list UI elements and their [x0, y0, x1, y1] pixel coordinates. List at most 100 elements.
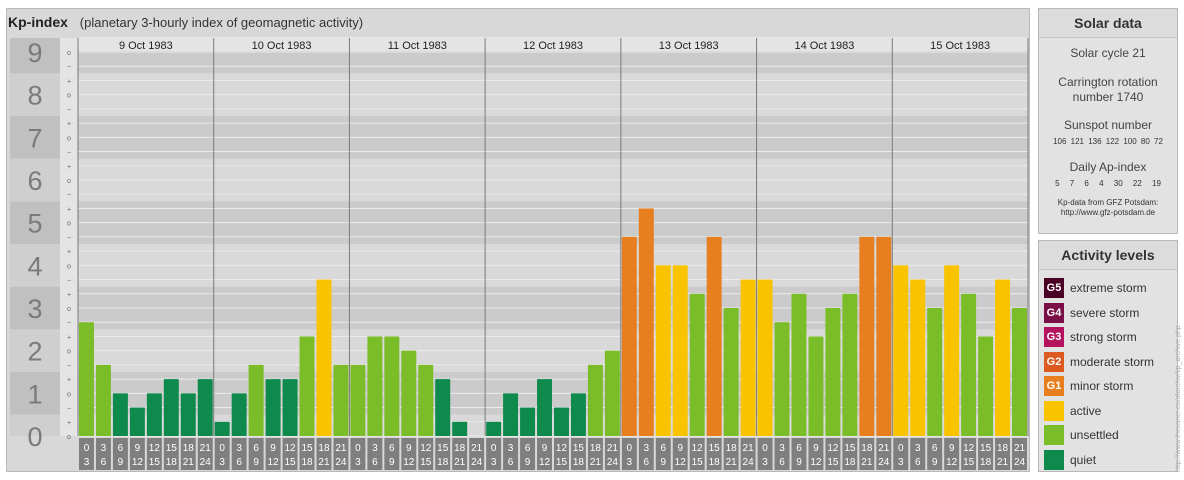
- kp-axis-label: 4: [27, 251, 42, 281]
- kp-bar: [893, 265, 909, 436]
- hour-start-label: 9: [270, 443, 276, 454]
- kp-sub-mark: +: [67, 249, 71, 256]
- kp-axis-label: 2: [27, 337, 42, 367]
- hour-cell: [944, 438, 960, 470]
- kp-label-band: [10, 158, 60, 202]
- activity-level-item: G5 extreme storm: [1039, 276, 1177, 301]
- kp-sub-mark: −: [67, 107, 71, 114]
- kp-bar: [740, 279, 756, 436]
- hour-cell: [299, 438, 315, 470]
- level-label: quiet: [1070, 452, 1097, 467]
- hour-start-label: 21: [471, 443, 483, 454]
- kp-bar: [231, 393, 247, 436]
- hour-end-label: 18: [166, 457, 178, 468]
- hour-cell: [638, 438, 654, 470]
- hour-start-label: 0: [762, 443, 768, 454]
- kp-sub-mark: −: [67, 192, 71, 199]
- hour-start-label: 9: [135, 443, 141, 454]
- hour-cell: [367, 438, 383, 470]
- hour-start-label: 15: [844, 443, 856, 454]
- level-swatch: G4: [1044, 302, 1064, 323]
- kp-bar: [214, 421, 230, 436]
- hour-cell: [146, 438, 162, 470]
- kp-sub-mark: −: [67, 235, 71, 242]
- hour-start-label: 12: [963, 443, 975, 454]
- kp-sub-mark: o: [67, 434, 71, 441]
- hour-start-label: 9: [406, 443, 412, 454]
- kp-bar: [452, 421, 468, 436]
- date-header-cell: [892, 38, 1028, 51]
- hour-start-label: 15: [573, 443, 585, 454]
- kp-bar: [808, 336, 824, 436]
- hour-end-label: 12: [810, 457, 822, 468]
- solar-cycle: Solar cycle 21: [1070, 46, 1146, 60]
- hour-cell: [978, 438, 994, 470]
- kp-sub-mark: o: [67, 349, 71, 356]
- hour-cell: [554, 438, 569, 470]
- hour-start-label: 15: [437, 443, 449, 454]
- ap-index-values: 5 7 6 4 30 22 19: [1055, 179, 1161, 188]
- activity-levels-heading: Activity levels: [1039, 241, 1177, 270]
- hour-start-label: 9: [677, 443, 683, 454]
- hour-start-label: 21: [607, 443, 619, 454]
- hour-end-label: 18: [301, 457, 313, 468]
- kp-bar: [621, 236, 637, 436]
- kp-sub-mark: +: [67, 78, 71, 85]
- hour-end-label: 3: [898, 457, 904, 468]
- hour-start-label: 6: [796, 443, 802, 454]
- kp-axis-label: 5: [27, 209, 42, 239]
- hour-end-label: 9: [253, 457, 259, 468]
- chart-title: Kp-index (planetary 3-hourly index of ge…: [8, 9, 363, 35]
- kp-bar: [587, 364, 603, 436]
- level-swatch: G1: [1044, 376, 1064, 397]
- hour-end-label: 15: [692, 457, 704, 468]
- kp-label-band: [10, 201, 60, 244]
- kp-bar: [689, 293, 705, 436]
- level-swatch: [1044, 400, 1064, 421]
- hour-cell: [689, 438, 705, 470]
- kp-bar: [791, 293, 807, 436]
- hour-end-label: 18: [844, 457, 856, 468]
- date-header-cell: [620, 38, 757, 51]
- hour-end-label: 6: [236, 457, 242, 468]
- hour-start-label: 0: [898, 443, 904, 454]
- hour-start-label: 18: [590, 443, 602, 454]
- hour-start-label: 18: [454, 443, 466, 454]
- hour-end-label: 6: [644, 457, 650, 468]
- hour-cell: [282, 438, 298, 470]
- kp-bar: [435, 379, 451, 436]
- hour-end-label: 6: [779, 457, 785, 468]
- hour-end-label: 24: [335, 457, 347, 468]
- kp-axis-label: 3: [27, 294, 42, 324]
- hour-end-label: 12: [403, 457, 415, 468]
- hour-start-label: 18: [726, 443, 738, 454]
- hour-end-label: 3: [627, 457, 633, 468]
- kp-label-band: [10, 38, 60, 74]
- kp-bar: [367, 336, 383, 436]
- hour-start-label: 18: [997, 443, 1009, 454]
- kp-bar: [112, 393, 128, 436]
- hour-cell: [1012, 438, 1027, 470]
- hour-cell: [604, 438, 620, 470]
- hour-end-label: 18: [709, 457, 721, 468]
- solar-data-panel: Solar data Solar cycle 21 Carrington rot…: [1038, 8, 1178, 234]
- hour-end-label: 12: [132, 457, 144, 468]
- hour-cell: [452, 438, 468, 470]
- hour-end-label: 24: [471, 457, 483, 468]
- kp-bar: [570, 393, 586, 436]
- kp-axis-label: 8: [27, 81, 42, 111]
- activity-levels-panel: Activity levels G5 extreme storm G4 severe …: [1038, 240, 1178, 472]
- kp-sub-mark: +: [67, 292, 71, 299]
- hour-end-label: 9: [660, 457, 666, 468]
- chart-subtitle: (planetary 3-hourly index of geomagnetic…: [79, 15, 364, 30]
- kp-bar: [282, 379, 298, 436]
- level-swatch: G2: [1044, 351, 1064, 372]
- kp-sub-mark: o: [67, 50, 71, 57]
- activity-level-item: active: [1039, 399, 1177, 424]
- kp-sub-mark: +: [67, 206, 71, 213]
- kp-bar: [197, 379, 213, 436]
- hour-start-label: 15: [166, 443, 178, 454]
- hour-cell: [791, 438, 807, 470]
- kp-label-band: [10, 73, 60, 116]
- chart-title-text: Kp-index: [8, 14, 68, 30]
